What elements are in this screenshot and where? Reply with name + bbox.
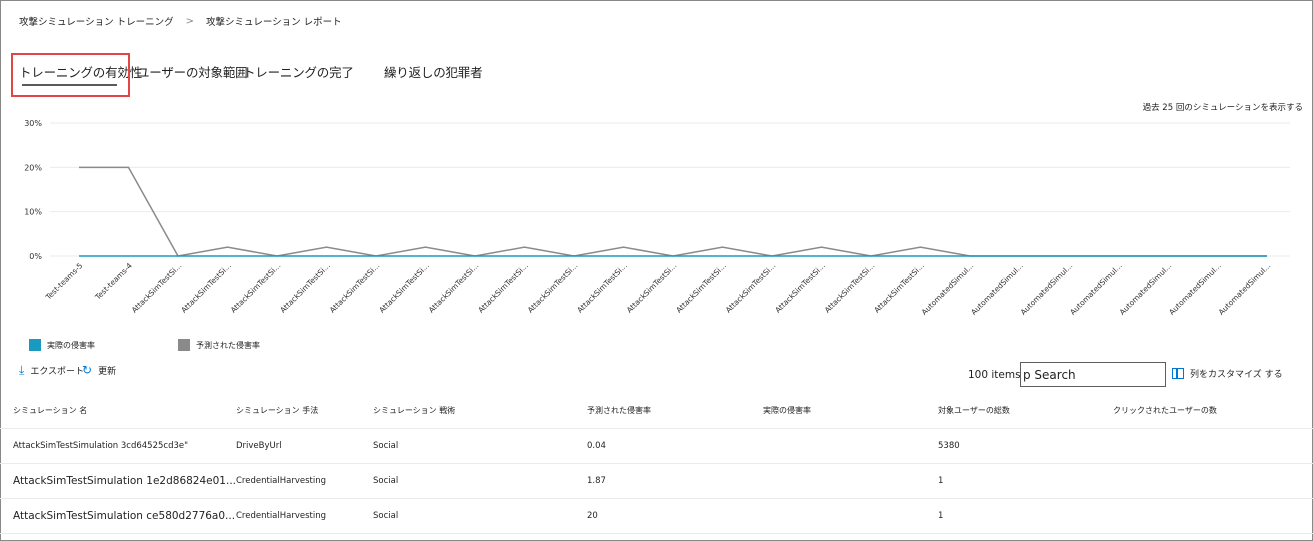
cell-simulation-name[interactable]: AttackSimTestSimulation 3cd64525cd3e" [0,428,236,464]
tab-training-completion[interactable]: トレーニングの完了 [243,65,354,80]
column-header-target-users[interactable]: 対象ユーザーの総数 [938,393,1113,429]
cell-clicked-users [1113,428,1313,464]
legend-swatch-predicted [178,339,190,351]
x-tick-label: AutomatedSimul... [1167,261,1223,317]
refresh-button[interactable]: ↻ 更新 [82,364,116,377]
items-count: 100 items [968,369,1021,381]
x-tick-label: AttackSimTestSi... [872,261,926,315]
y-tick-label: 0% [29,252,42,261]
legend-label-predicted: 予測された侵害率 [196,340,260,350]
table-row[interactable]: AttackSimTestSimulation ce580d2776a0... … [0,498,1313,534]
items-count-value: 100 [968,369,989,381]
cell-actual-rate [763,428,938,464]
cell-technique: CredentialHarvesting [236,498,373,534]
legend-label-actual: 実際の侵害率 [47,340,95,350]
x-tick-label: AutomatedSimul... [969,261,1025,317]
column-header-simulation-name[interactable]: シミュレーション 名 [0,393,236,429]
command-bar: ⤓ エクスポート ↻ 更新 [19,364,122,377]
export-label: エクスポート [30,367,85,377]
cell-predicted-rate: 20 [587,498,763,534]
cell-technique: CredentialHarvesting [236,463,373,499]
x-tick-label: AutomatedSimul... [1019,261,1075,317]
search-input[interactable] [1020,362,1166,387]
x-tick-label: Test-teams-5 [43,261,84,302]
tab-repeat-offenders[interactable]: 繰り返しの犯罪者 [384,65,483,80]
x-tick-label: AttackSimTestSi... [625,261,679,315]
show-last-simulations-link[interactable]: 過去 25 回のシミュレーションを表示する [1142,103,1303,113]
cell-simulation-name[interactable]: AttackSimTestSimulation 1e2d86824e01... [0,463,236,499]
breadcrumb-item-training[interactable]: 攻撃シミュレーション トレーニング [19,17,174,28]
cell-clicked-users [1113,463,1313,499]
table-row[interactable]: AttackSimTestSimulation 1e2d86824e01... … [0,463,1313,499]
cell-actual-rate [763,498,938,534]
x-tick-label: AttackSimTestSi... [773,261,827,315]
breadcrumb: 攻撃シミュレーション トレーニング > 攻撃シミュレーション レポート [19,14,342,29]
refresh-icon: ↻ [82,363,93,377]
chevron-right-icon: > [185,15,195,27]
cell-target-users: 5380 [938,428,1113,464]
column-header-actual-rate[interactable]: 実際の侵害率 [763,393,938,429]
cell-predicted-rate: 1.87 [587,463,763,499]
cell-tactic: Social [373,428,587,464]
x-tick-label: AutomatedSimul... [1118,261,1174,317]
x-tick-label: AttackSimTestSi... [724,261,778,315]
highlight-annotation-box [11,53,130,97]
items-count-label: items [991,369,1021,381]
tab-training-effectiveness[interactable]: トレーニングの有効性 [19,65,143,80]
legend-item-predicted[interactable]: 予測された侵害率 [178,339,260,351]
chart-legend: 実際の侵害率 予測された侵害率 [29,339,260,351]
cell-actual-rate [763,463,938,499]
cell-tactic: Social [373,463,587,499]
legend-item-actual[interactable]: 実際の侵害率 [29,339,95,351]
breach-rate-line-chart: 30%20%10%0%Test-teams-5 Test-teams-4Attac… [24,119,1290,317]
x-tick-label: Test-teams-4 [93,261,134,302]
x-tick-label: AutomatedSimul... [1217,261,1273,317]
export-button[interactable]: ⤓ エクスポート [19,364,84,377]
table-header-row: シミュレーション 名 シミュレーション 手法 シミュレーション 戦術 予測された… [0,393,1313,429]
x-tick-label: AttackSimTestSi... [377,261,431,315]
selected-tab-indicator [22,84,117,86]
x-tick-label: AutomatedSimul... [920,261,976,317]
y-tick-label: 10% [24,208,42,217]
customize-columns-button[interactable]: 列をカスタマイズ する [1172,367,1283,380]
legend-swatch-actual [29,339,41,351]
x-tick-label: AttackSimTestSi... [823,261,877,315]
tab-user-coverage[interactable]: ユーザーの対象範囲 [137,65,248,80]
customize-columns-label: 列をカスタマイズ する [1190,370,1283,380]
download-icon: ⤓ [19,363,25,377]
x-tick-label: AttackSimTestSi... [427,261,481,315]
column-header-clicked-users[interactable]: クリックされたユーザーの数 [1113,393,1313,429]
column-header-technique[interactable]: シミュレーション 手法 [236,393,373,429]
x-tick-label: AttackSimTestSi... [179,261,233,315]
x-tick-label: AttackSimTestSi... [130,261,184,315]
column-header-predicted-rate[interactable]: 予測された侵害率 [587,393,763,429]
x-tick-label: AttackSimTestSi... [575,261,629,315]
y-tick-label: 20% [24,163,42,172]
cell-predicted-rate: 0.04 [587,428,763,464]
cell-target-users: 1 [938,463,1113,499]
x-tick-label: AttackSimTestSi... [526,261,580,315]
cell-simulation-name[interactable]: AttackSimTestSimulation ce580d2776a0... [0,498,236,534]
y-tick-label: 30% [24,119,42,128]
x-tick-label: AttackSimTestSi... [229,261,283,315]
x-tick-label: AttackSimTestSi... [476,261,530,315]
table-row[interactable]: AttackSimTestSimulation 3cd64525cd3e" Dr… [0,428,1313,464]
x-tick-label: AttackSimTestSi... [674,261,728,315]
refresh-label: 更新 [98,367,117,377]
simulations-table: シミュレーション 名 シミュレーション 手法 シミュレーション 戦術 予測された… [0,393,1313,534]
cell-technique: DriveByUrl [236,428,373,464]
breadcrumb-item-report: 攻撃シミュレーション レポート [206,17,342,28]
columns-icon [1172,368,1184,379]
cell-clicked-users [1113,498,1313,534]
x-tick-label: AttackSimTestSi... [328,261,382,315]
x-tick-label: AutomatedSimul... [1068,261,1124,317]
x-tick-label: AttackSimTestSi... [278,261,332,315]
cell-target-users: 1 [938,498,1113,534]
cell-tactic: Social [373,498,587,534]
column-header-tactic[interactable]: シミュレーション 戦術 [373,393,587,429]
